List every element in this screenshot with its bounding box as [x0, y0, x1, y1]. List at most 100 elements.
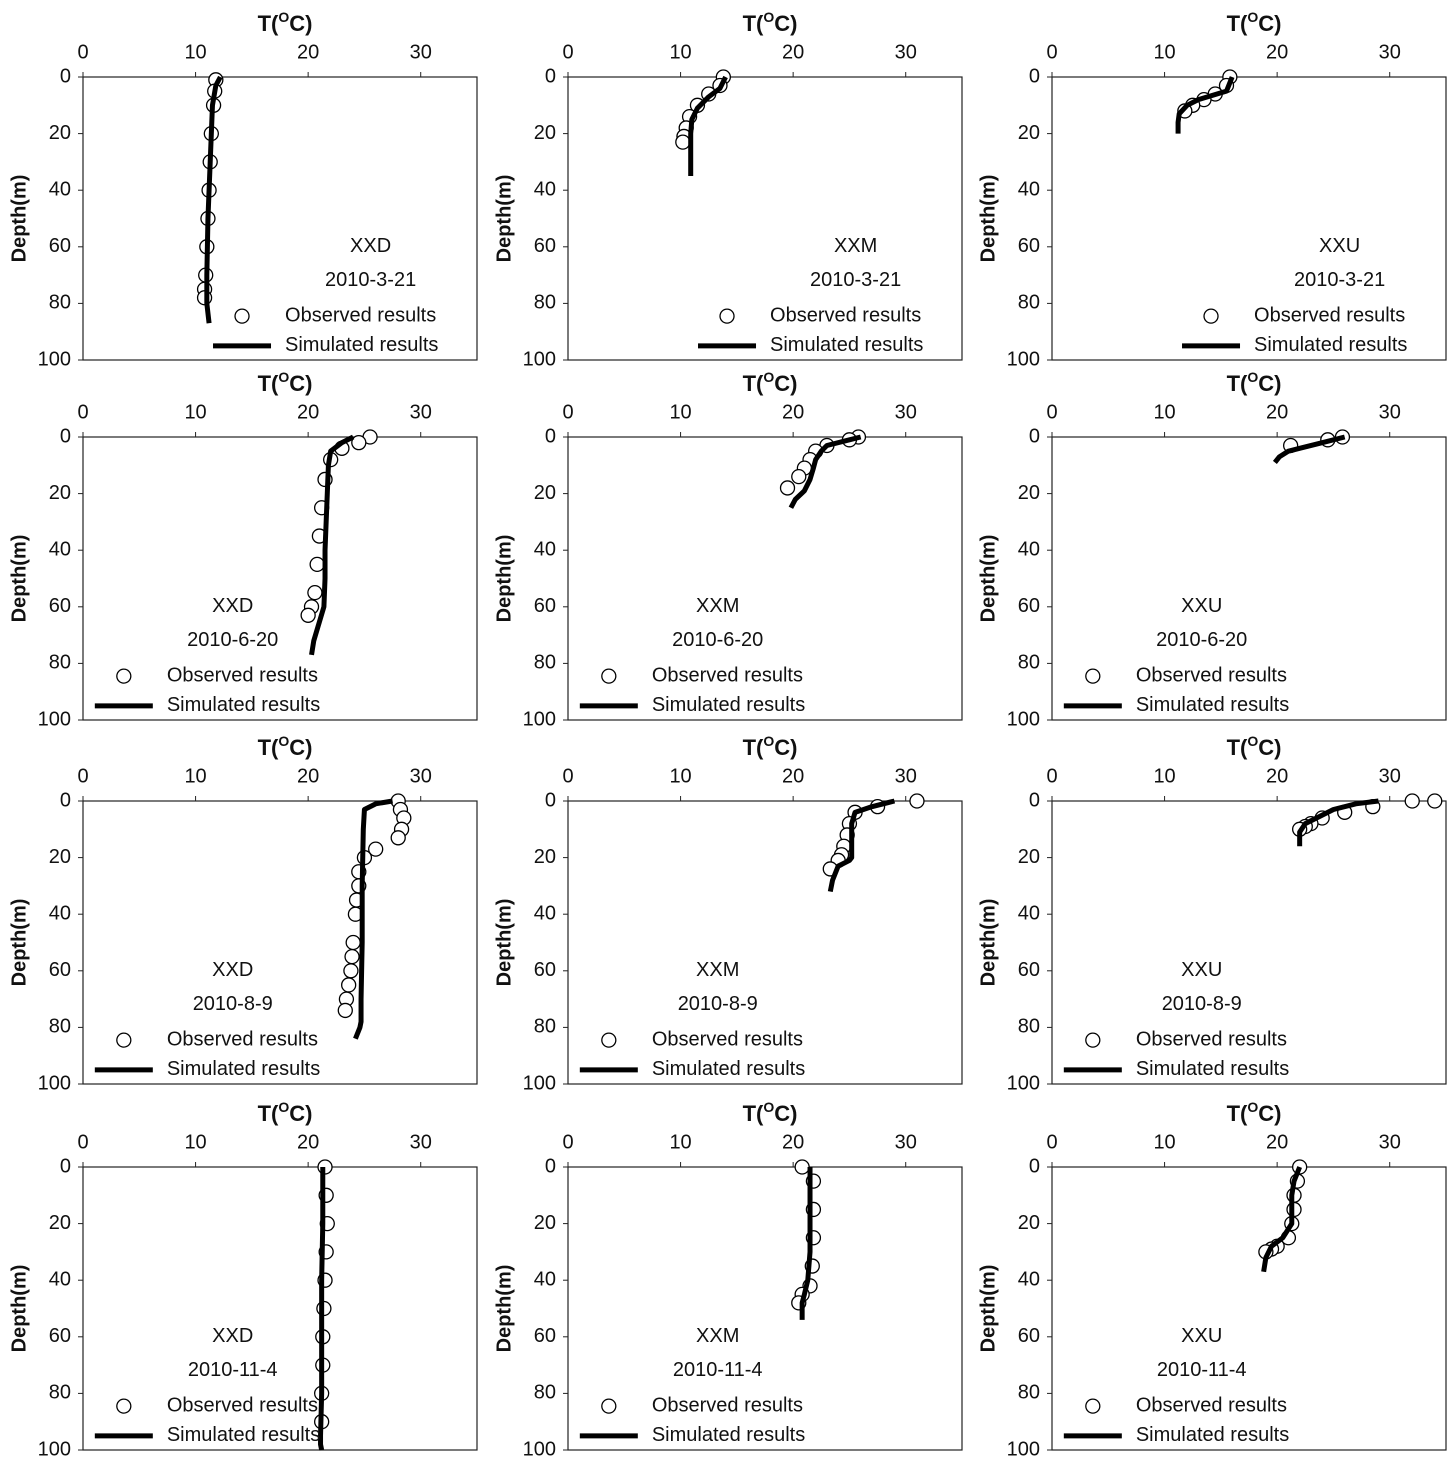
y-tick-label: 40 [1018, 902, 1040, 924]
x-tick-label: 0 [77, 765, 88, 787]
y-axis-title: Depth(m) [8, 1265, 30, 1353]
x-tick-label: 0 [77, 1131, 88, 1153]
plot-frame [82, 436, 478, 721]
y-axis-title: Depth(m) [8, 535, 30, 623]
x-axis-title-part: C) [289, 735, 312, 760]
legend-marker [601, 668, 617, 684]
x-axis-title-part: T( [743, 11, 764, 36]
y-tick-label: 20 [534, 482, 556, 504]
x-tick-label: 10 [1153, 41, 1175, 63]
panel: T(OC) Depth(m) 0 10 20 30 0 20 40 60 80 100 XXM 2010-… [493, 733, 963, 1094]
legend-label: Simulated results [285, 334, 438, 356]
x-axis-title-part: T( [1227, 11, 1248, 36]
observed-point [779, 480, 796, 496]
x-axis-title: T(OC) [258, 9, 313, 36]
observed-point [675, 134, 691, 150]
site-label: XXU [1181, 595, 1222, 617]
x-tick-label: 30 [1379, 41, 1401, 63]
y-tick-label: 0 [60, 1155, 71, 1177]
panel: T(OC) Depth(m) 0 10 20 30 0 20 40 60 80 100 XXD 2010-… [8, 1099, 478, 1460]
legend-label: Observed results [652, 1028, 803, 1050]
y-axis-title: Depth(m) [977, 1265, 999, 1353]
x-axis-title: T(OC) [743, 733, 798, 760]
y-tick-label: 0 [60, 789, 71, 811]
x-tick-label: 30 [895, 765, 917, 787]
x-tick-label: 30 [895, 1131, 917, 1153]
simulated-line [309, 434, 355, 656]
y-tick-label: 0 [1029, 789, 1040, 811]
date-label: 2010-11-4 [673, 1359, 763, 1381]
plot-frame [567, 800, 963, 1085]
y-tick-label: 60 [534, 959, 556, 981]
x-axis-title-part: T( [1227, 735, 1248, 760]
x-tick-label: 30 [410, 765, 432, 787]
legend-label: Observed results [1254, 304, 1405, 326]
x-axis-title-part: O [1247, 369, 1258, 385]
site-label: XXD [212, 1325, 253, 1347]
legend-marker [1085, 1032, 1101, 1048]
x-tick-label: 10 [669, 401, 691, 423]
x-axis-title: T(OC) [743, 369, 798, 396]
legend-label: Observed results [1136, 1394, 1287, 1416]
x-axis-title: T(OC) [258, 369, 313, 396]
x-tick-label: 0 [562, 1131, 573, 1153]
x-tick-label: 10 [184, 401, 206, 423]
y-tick-label: 80 [49, 652, 71, 674]
y-tick-label: 60 [534, 595, 556, 617]
x-tick-label: 20 [297, 41, 319, 63]
y-axis-title: Depth(m) [493, 899, 515, 987]
x-tick-label: 30 [895, 41, 917, 63]
legend-marker [601, 1398, 617, 1414]
x-axis-title: T(OC) [743, 1099, 798, 1126]
y-tick-label: 60 [1018, 959, 1040, 981]
y-tick-label: 80 [1018, 1382, 1040, 1404]
legend-label: Simulated results [167, 1058, 320, 1080]
x-tick-label: 0 [562, 401, 573, 423]
y-tick-label: 20 [49, 122, 71, 144]
y-tick-label: 80 [534, 652, 556, 674]
x-tick-label: 20 [297, 1131, 319, 1153]
x-tick-label: 0 [562, 765, 573, 787]
y-tick-label: 100 [38, 1438, 71, 1460]
y-tick-label: 60 [49, 235, 71, 257]
y-tick-label: 0 [1029, 1155, 1040, 1177]
panel: T(OC) Depth(m) 0 10 20 30 0 20 40 60 80 100 XXU 2010-… [977, 369, 1447, 730]
y-tick-label: 100 [1007, 348, 1040, 370]
x-tick-label: 20 [1266, 765, 1288, 787]
legend-label: Simulated results [652, 694, 805, 716]
simulated-line [1261, 1166, 1302, 1273]
x-tick-label: 30 [410, 41, 432, 63]
y-tick-label: 80 [1018, 652, 1040, 674]
y-tick-label: 80 [1018, 1016, 1040, 1038]
y-tick-label: 40 [534, 902, 556, 924]
x-axis-title-part: O [763, 369, 774, 385]
site-label: XXU [1181, 1325, 1222, 1347]
site-label: XXU [1181, 959, 1222, 981]
y-tick-label: 40 [534, 1268, 556, 1290]
y-tick-label: 80 [49, 1016, 71, 1038]
x-axis-title-part: C) [774, 371, 797, 396]
y-tick-label: 20 [1018, 122, 1040, 144]
x-axis-title-part: C) [774, 735, 797, 760]
y-tick-label: 0 [545, 65, 556, 87]
observed-point [1427, 793, 1443, 809]
x-tick-label: 0 [562, 41, 573, 63]
y-axis-title: Depth(m) [493, 175, 515, 263]
legend-label: Observed results [652, 1394, 803, 1416]
y-axis-title: Depth(m) [977, 535, 999, 623]
legend-marker [116, 1032, 132, 1048]
y-tick-label: 20 [49, 1212, 71, 1234]
x-axis-title: T(OC) [258, 733, 313, 760]
x-axis-title-part: C) [1258, 11, 1281, 36]
x-axis-title: T(OC) [1227, 733, 1282, 760]
y-tick-label: 40 [1018, 1268, 1040, 1290]
legend-label: Simulated results [1136, 1424, 1289, 1446]
x-tick-label: 30 [1379, 765, 1401, 787]
observed-point [1404, 793, 1420, 809]
x-tick-label: 10 [669, 765, 691, 787]
observed-point [307, 584, 323, 601]
legend-marker [1203, 308, 1219, 324]
y-tick-label: 20 [534, 1212, 556, 1234]
x-tick-label: 10 [184, 1131, 206, 1153]
y-axis-title: Depth(m) [8, 899, 30, 987]
